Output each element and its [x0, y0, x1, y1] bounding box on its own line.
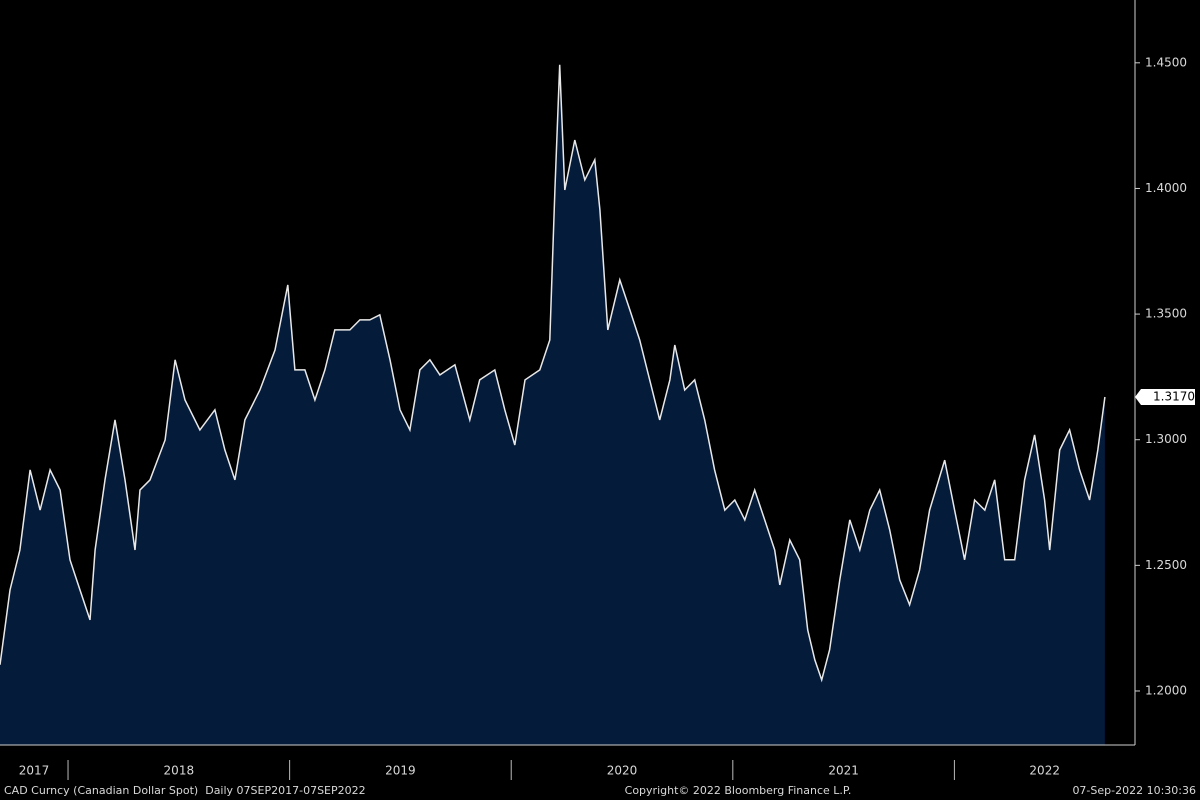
- footer-center: Copyright© 2022 Bloomberg Finance L.P.: [625, 784, 852, 797]
- footer-right: 07-Sep-2022 10:30:36: [1072, 784, 1196, 797]
- y-tick-label: 1.2000: [1145, 683, 1187, 697]
- last-value-tag: [1135, 388, 1195, 405]
- x-tick-label: 2020: [607, 764, 638, 778]
- y-tick-label: 1.2500: [1145, 558, 1187, 572]
- y-tick-label: 1.3000: [1145, 432, 1187, 446]
- footer-left: CAD Curncy (Canadian Dollar Spot) Daily …: [4, 784, 366, 797]
- x-tick-label: 2019: [385, 764, 416, 778]
- line: [0, 64, 1106, 683]
- x-tick-label: 2022: [1029, 764, 1060, 778]
- y-tick-label: 1.3500: [1145, 307, 1187, 321]
- area: [0, 64, 1105, 746]
- y-tick-label: 1.4500: [1145, 55, 1187, 69]
- last-value-label: 1.3170: [1153, 389, 1195, 403]
- x-tick-label: 2018: [164, 764, 195, 778]
- x-tick-label: 2017: [19, 764, 50, 778]
- y-tick-label: 1.4000: [1145, 181, 1187, 195]
- x-tick-label: 2021: [828, 764, 859, 778]
